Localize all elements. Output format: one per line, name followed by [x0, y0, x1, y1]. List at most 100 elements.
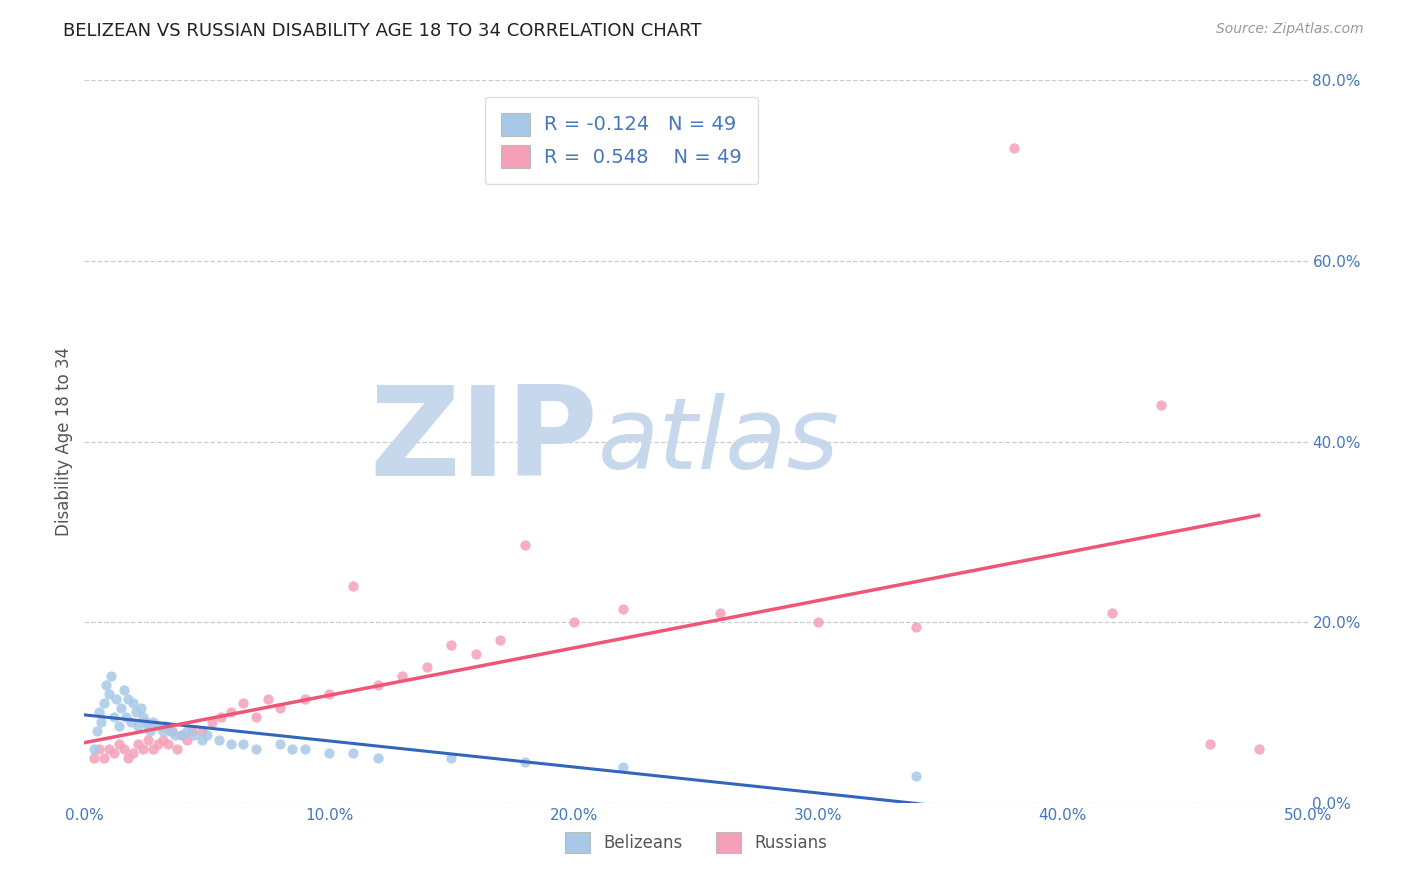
Point	[440, 638, 463, 652]
Point	[117, 750, 139, 764]
Point	[152, 723, 174, 738]
Point	[342, 746, 364, 760]
Point	[90, 714, 112, 729]
Point	[136, 732, 159, 747]
Point	[905, 769, 928, 783]
Point	[107, 719, 129, 733]
Point	[391, 669, 413, 683]
Point	[112, 741, 135, 756]
Point	[87, 706, 110, 720]
Point	[219, 737, 242, 751]
Point	[367, 750, 389, 764]
Point	[156, 737, 179, 751]
Point	[127, 719, 149, 733]
Point	[513, 755, 536, 769]
Point	[105, 692, 128, 706]
Point	[318, 746, 340, 760]
Text: Source: ZipAtlas.com: Source: ZipAtlas.com	[1216, 22, 1364, 37]
Point	[489, 633, 512, 648]
Point	[342, 579, 364, 593]
Point	[367, 678, 389, 692]
Point	[257, 692, 280, 706]
Point	[294, 741, 316, 756]
Point	[281, 741, 304, 756]
Point	[132, 710, 155, 724]
Point	[318, 687, 340, 701]
Point	[83, 750, 105, 764]
Point	[96, 678, 118, 692]
Point	[142, 741, 165, 756]
Point	[146, 719, 169, 733]
Point	[1247, 741, 1270, 756]
Point	[172, 728, 194, 742]
Point	[612, 760, 634, 774]
Point	[905, 620, 928, 634]
Point	[136, 719, 159, 733]
Point	[125, 706, 148, 720]
Point	[159, 723, 181, 738]
Point	[146, 737, 169, 751]
Point	[162, 723, 184, 738]
Point	[1150, 398, 1173, 412]
Point	[416, 660, 439, 674]
Point	[97, 687, 120, 701]
Point	[122, 746, 145, 760]
Point	[122, 697, 145, 711]
Point	[142, 714, 165, 729]
Point	[176, 723, 198, 738]
Point	[464, 647, 486, 661]
Point	[112, 682, 135, 697]
Point	[195, 728, 218, 742]
Point	[183, 728, 205, 742]
Point	[153, 719, 176, 733]
Point	[135, 714, 157, 729]
Point	[172, 728, 194, 742]
Y-axis label: Disability Age 18 to 34: Disability Age 18 to 34	[55, 347, 73, 536]
Point	[562, 615, 585, 630]
Point	[269, 701, 291, 715]
Text: atlas: atlas	[598, 393, 839, 490]
Point	[100, 669, 122, 683]
Point	[93, 750, 115, 764]
Point	[208, 732, 231, 747]
Point	[97, 741, 120, 756]
Point	[191, 732, 214, 747]
Point	[1198, 737, 1220, 751]
Point	[200, 714, 222, 729]
Point	[269, 737, 291, 751]
Point	[139, 723, 162, 738]
Point	[232, 697, 254, 711]
Point	[103, 710, 125, 724]
Point	[1002, 141, 1025, 155]
Point	[163, 728, 186, 742]
Point	[86, 723, 108, 738]
Point	[294, 692, 316, 706]
Point	[129, 701, 152, 715]
Point	[440, 750, 463, 764]
Text: BELIZEAN VS RUSSIAN DISABILITY AGE 18 TO 34 CORRELATION CHART: BELIZEAN VS RUSSIAN DISABILITY AGE 18 TO…	[63, 22, 702, 40]
Text: ZIP: ZIP	[370, 381, 598, 502]
Point	[107, 737, 129, 751]
Point	[115, 710, 138, 724]
Point	[152, 732, 174, 747]
Point	[117, 692, 139, 706]
Point	[181, 723, 204, 738]
Point	[93, 697, 115, 711]
Point	[513, 538, 536, 552]
Point	[120, 714, 142, 729]
Point	[1101, 606, 1123, 620]
Point	[245, 710, 267, 724]
Point	[110, 701, 132, 715]
Point	[87, 741, 110, 756]
Point	[191, 723, 214, 738]
Legend: Belizeans, Russians: Belizeans, Russians	[558, 826, 834, 860]
Point	[103, 746, 125, 760]
Point	[245, 741, 267, 756]
Point	[127, 737, 149, 751]
Point	[209, 710, 232, 724]
Point	[132, 741, 155, 756]
Point	[166, 741, 188, 756]
Point	[232, 737, 254, 751]
Point	[807, 615, 830, 630]
Point	[612, 601, 634, 615]
